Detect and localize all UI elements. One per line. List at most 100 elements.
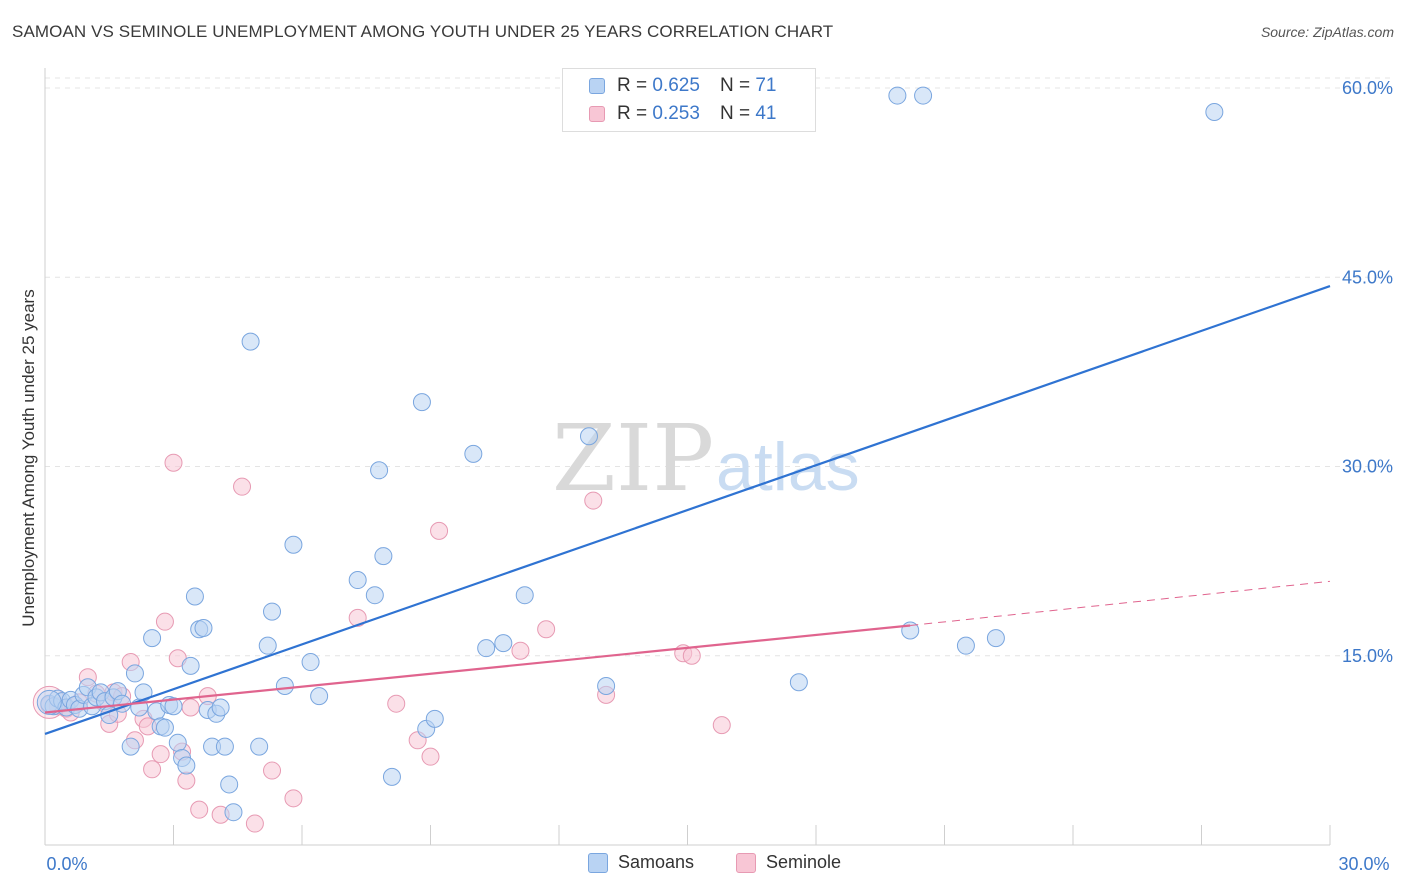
samoans-point bbox=[177, 756, 196, 775]
samoans-point bbox=[425, 709, 444, 728]
samoans-point bbox=[220, 775, 239, 794]
samoans-point bbox=[194, 618, 213, 637]
samoans-point bbox=[168, 733, 187, 752]
samoans-point bbox=[382, 767, 401, 786]
samoans-point bbox=[185, 587, 204, 606]
seminole-point bbox=[511, 641, 530, 660]
seminole-point bbox=[181, 698, 200, 717]
chart-source: Source: ZipAtlas.com bbox=[1260, 24, 1394, 40]
seminole-n-value: 41 bbox=[755, 103, 777, 124]
y-tick-label: 30.0% bbox=[1342, 457, 1393, 477]
samoans-point bbox=[374, 547, 393, 566]
seminole-r-value: 0.253 bbox=[652, 103, 700, 124]
seminole-r-label: R = bbox=[617, 103, 648, 124]
samoans-swatch bbox=[589, 78, 605, 94]
samoans-point bbox=[348, 571, 367, 590]
legend-row-samoans: R = 0.625 N = 71 bbox=[589, 75, 776, 97]
samoans-point bbox=[263, 602, 282, 621]
seminole-point bbox=[164, 453, 183, 472]
samoans-point bbox=[914, 86, 933, 105]
seminole-point bbox=[387, 694, 406, 713]
samoans-point bbox=[789, 673, 808, 692]
samoans-point bbox=[211, 698, 230, 717]
correlation-legend: R = 0.625 N = 71 R = 0.253 N = 41 bbox=[562, 68, 816, 132]
samoans-point bbox=[284, 535, 303, 554]
samoans-point bbox=[181, 656, 200, 675]
samoans-point bbox=[579, 427, 598, 446]
chart-title: SAMOAN VS SEMINOLE UNEMPLOYMENT AMONG YO… bbox=[12, 22, 834, 41]
samoans-point bbox=[1205, 102, 1224, 121]
samoans-point bbox=[986, 629, 1005, 648]
samoans-point bbox=[215, 737, 234, 756]
samoans-point bbox=[301, 653, 320, 672]
seminole-point bbox=[348, 608, 367, 627]
samoans-point bbox=[597, 677, 616, 696]
samoans-point bbox=[310, 687, 329, 706]
axes bbox=[44, 68, 1331, 846]
x-tick-label: 30.0% bbox=[1338, 854, 1389, 874]
series-legend: Samoans Seminole bbox=[0, 852, 1406, 876]
y-axis-label: Unemployment Among Youth under 25 years bbox=[19, 289, 38, 626]
samoans-r-label: R = bbox=[617, 75, 648, 96]
samoans-point bbox=[888, 86, 907, 105]
seminole-point bbox=[284, 789, 303, 808]
seminole-trend-line bbox=[44, 624, 911, 714]
samoans-point bbox=[224, 803, 243, 822]
samoans-point bbox=[241, 332, 260, 351]
watermark-zip: ZIP bbox=[552, 405, 714, 512]
legend-row-seminole: R = 0.253 N = 41 bbox=[589, 103, 776, 125]
samoans-trend-line bbox=[44, 285, 1331, 736]
seminole-point bbox=[712, 716, 731, 735]
samoans-point bbox=[370, 461, 389, 480]
samoans-legend-label: Samoans bbox=[618, 852, 695, 872]
seminole-point bbox=[143, 760, 162, 779]
seminole-trend-extension bbox=[910, 580, 1331, 626]
y-tick-label: 60.0% bbox=[1342, 78, 1393, 98]
samoans-point bbox=[121, 737, 140, 756]
seminole-point bbox=[177, 771, 196, 790]
samoans-point bbox=[164, 697, 183, 716]
watermark: ZIP atlas bbox=[552, 405, 860, 512]
seminole-point bbox=[421, 747, 440, 766]
y-axis-label-group: Unemployment Among Youth under 25 years bbox=[19, 289, 38, 626]
samoans-point bbox=[134, 683, 153, 702]
legend-item-seminole: Seminole bbox=[736, 852, 841, 873]
samoans-n-value: 71 bbox=[755, 75, 777, 96]
seminole-point bbox=[233, 477, 252, 496]
y-tick-label: 45.0% bbox=[1342, 267, 1393, 287]
seminole-point bbox=[537, 620, 556, 639]
seminole-point bbox=[263, 761, 282, 780]
samoans-point bbox=[515, 586, 534, 605]
samoans-point bbox=[155, 718, 174, 737]
seminole-point bbox=[245, 814, 264, 833]
y-tick-label: 15.0% bbox=[1342, 646, 1393, 666]
samoans-legend-swatch bbox=[588, 852, 608, 873]
samoans-point bbox=[464, 444, 483, 463]
seminole-legend-label: Seminole bbox=[766, 852, 842, 872]
samoans-point bbox=[477, 639, 496, 658]
seminole-n-label: N = bbox=[719, 103, 751, 124]
seminole-point bbox=[155, 612, 174, 631]
legend-item-samoans: Samoans bbox=[588, 852, 694, 873]
samoans-r-value: 0.625 bbox=[652, 75, 700, 96]
samoans-point bbox=[250, 737, 269, 756]
samoans-point bbox=[956, 636, 975, 655]
seminole-point bbox=[584, 491, 603, 510]
seminole-point bbox=[151, 745, 170, 764]
samoans-n-label: N = bbox=[719, 75, 751, 96]
samoans-point bbox=[258, 636, 277, 655]
samoans-point bbox=[365, 586, 384, 605]
grid-lines bbox=[45, 77, 1393, 657]
seminole-legend-swatch bbox=[736, 852, 756, 873]
samoans-point bbox=[275, 677, 294, 696]
seminole-point bbox=[430, 521, 449, 540]
samoans-point bbox=[125, 664, 144, 683]
tick-labels: 15.0% 30.0% 45.0% 60.0% 0.0% 30.0% bbox=[46, 78, 1393, 874]
seminole-point bbox=[682, 646, 701, 665]
samoans-point bbox=[412, 393, 431, 412]
seminole-point bbox=[190, 800, 209, 819]
trend-lines bbox=[44, 285, 1331, 736]
samoans-point bbox=[143, 629, 162, 648]
x-tick-label: 0.0% bbox=[46, 854, 87, 874]
